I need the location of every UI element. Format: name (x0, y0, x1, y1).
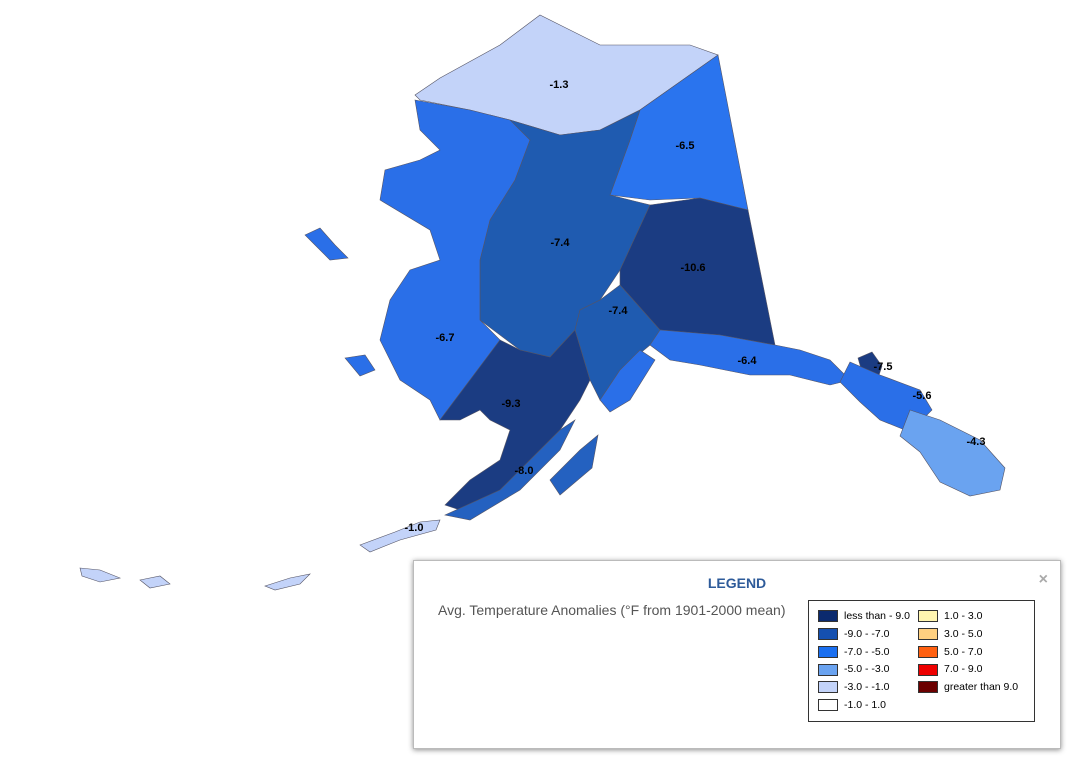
legend-swatch (818, 681, 838, 694)
region (304, 227, 349, 261)
legend-item: -1.0 - 1.0 (818, 698, 886, 712)
region (549, 434, 599, 496)
region (264, 573, 311, 591)
legend-swatch (918, 610, 938, 623)
legend-item: -9.0 - -7.0 (818, 627, 890, 641)
close-button[interactable]: × (1038, 571, 1048, 588)
legend-panel: LEGEND × Avg. Temperature Anomalies (°F … (413, 560, 1061, 749)
legend-swatch (818, 610, 838, 623)
legend-label: -3.0 - -1.0 (844, 681, 890, 694)
region-label: -7.5 (874, 361, 893, 373)
legend-item: 5.0 - 7.0 (918, 645, 983, 659)
legend-item: -7.0 - -5.0 (818, 645, 890, 659)
legend-swatch (918, 628, 938, 641)
region (359, 519, 441, 553)
legend-swatch (818, 699, 838, 712)
region (599, 349, 656, 413)
region (344, 354, 376, 377)
legend-title: LEGEND (707, 575, 767, 591)
legend-swatch (818, 663, 838, 676)
legend-subtitle: Avg. Temperature Anomalies (°F from 1901… (438, 602, 786, 618)
legend-label: greater than 9.0 (944, 681, 1019, 694)
legend-item: -3.0 - -1.0 (818, 680, 890, 694)
legend-label: -9.0 - -7.0 (844, 627, 890, 640)
legend-swatch (918, 663, 938, 676)
region-label: -10.6 (680, 262, 705, 274)
legend-item: greater than 9.0 (918, 680, 1018, 694)
region-label: -6.5 (676, 140, 695, 152)
region (379, 99, 531, 421)
region-label: -6.4 (738, 355, 758, 367)
region-label: -7.4 (609, 305, 629, 317)
region (439, 329, 591, 511)
legend-label: 1.0 - 3.0 (944, 610, 983, 622)
legend-swatch (918, 681, 938, 694)
legend-label: -7.0 - -5.0 (844, 645, 890, 658)
legend-label: less than - 9.0 (844, 610, 910, 622)
region (899, 409, 1006, 497)
legend-label: 5.0 - 7.0 (944, 645, 983, 658)
legend-swatch (818, 628, 838, 641)
region-label: -9.3 (502, 398, 521, 410)
legend-label: -1.0 - 1.0 (844, 699, 887, 711)
legend-label: -5.0 - -3.0 (844, 663, 890, 676)
region-label: -5.6 (913, 390, 932, 402)
legend-label: 3.0 - 5.0 (944, 627, 983, 640)
legend-label: 7.0 - 9.0 (944, 663, 983, 676)
legend-item: less than - 9.0 (818, 609, 910, 623)
region-label: -8.0 (515, 465, 534, 477)
region-label: -4.3 (967, 436, 986, 448)
region (139, 575, 171, 589)
region-label: -1.3 (550, 79, 569, 91)
legend-swatch (818, 645, 838, 658)
region (444, 419, 576, 521)
region (79, 567, 122, 583)
region-label: -6.7 (436, 332, 455, 344)
region-label: -1.0 (405, 522, 424, 534)
legend-item: -5.0 - -3.0 (818, 662, 890, 676)
legend-item: 7.0 - 9.0 (918, 662, 983, 676)
legend-box: less than - 9.0 -9.0 - -7.0 -7.0 - -5.0 -5.… (808, 600, 1035, 722)
region-label: -7.4 (551, 237, 571, 249)
legend-item: 1.0 - 3.0 (918, 609, 983, 623)
legend-swatch (918, 645, 938, 658)
legend-item: 3.0 - 5.0 (918, 627, 983, 641)
